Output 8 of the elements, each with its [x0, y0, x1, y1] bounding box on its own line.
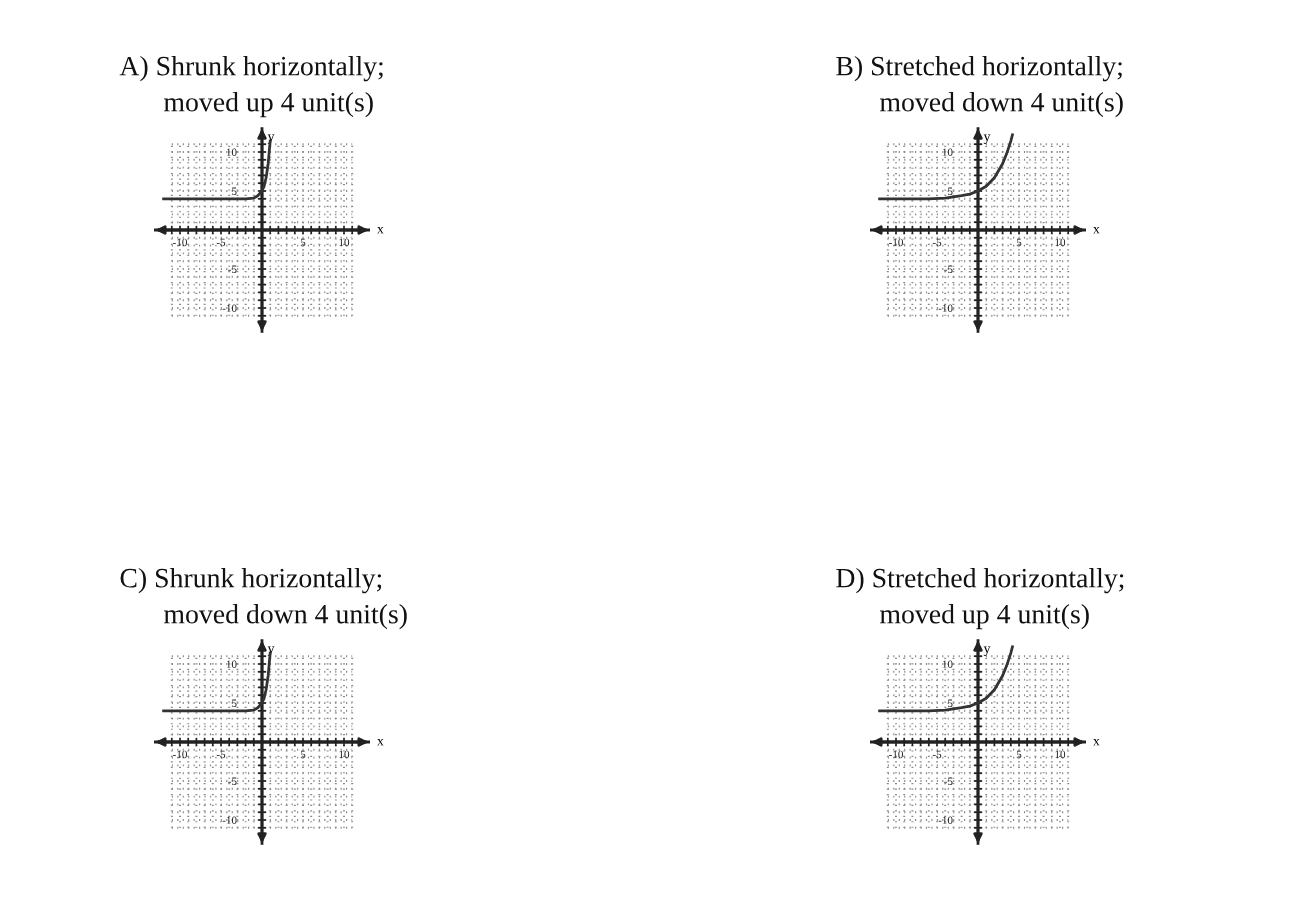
line-series: [162, 651, 272, 713]
line-series: [878, 645, 1014, 713]
chart-title: B) Stretched horizontally; moved down 4 unit(s): [836, 55, 1123, 118]
chart-title: A) Shrunk horizontally; moved up 4 unit(s): [119, 55, 383, 118]
chart-title: D) Stretched horizontally; moved up 4 unit(s): [836, 567, 1124, 630]
chart-title: C) Shrunk horizontally; moved down 4 unit(s): [120, 567, 407, 630]
line-series: [878, 133, 1014, 201]
line-series: [162, 139, 272, 201]
